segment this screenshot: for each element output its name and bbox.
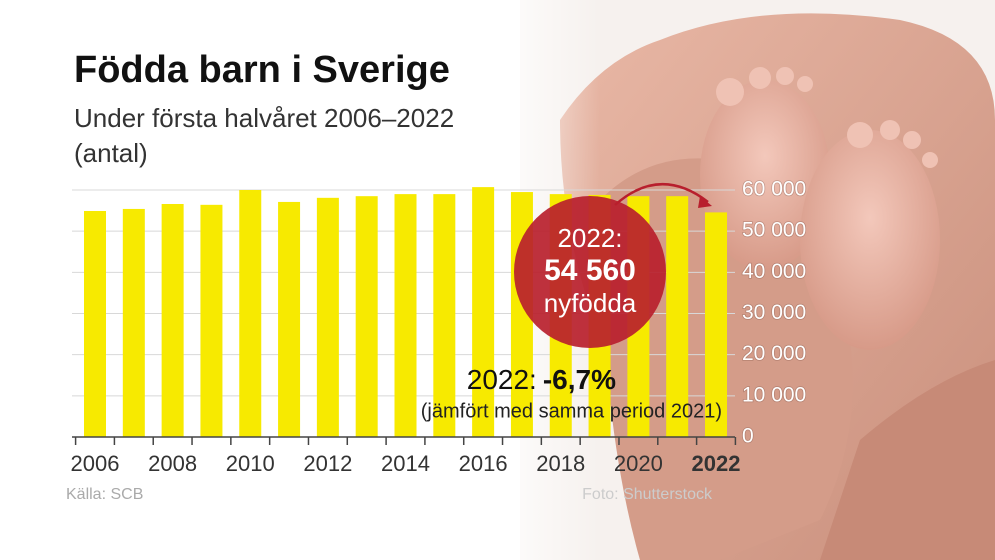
bar [122,208,145,437]
bar [705,212,728,437]
y-tick-label: 10 000 [742,383,806,406]
callout-value: 54 560 [544,254,636,287]
bar [239,190,262,437]
change-text: 2022: -6,7% [467,364,616,395]
bar [316,197,339,437]
y-tick-label: 20 000 [742,342,806,365]
x-tick-label: 2014 [381,451,430,476]
bar [200,204,223,437]
bar [355,196,378,437]
x-tick-label: 2012 [303,451,352,476]
bar [161,203,184,437]
chart-subtitle: Under första halvåret 2006–2022 [74,103,454,133]
unit-label: (antal) [74,138,148,168]
y-tick-label: 60 000 [742,178,806,201]
y-tick-label: 0 [742,425,754,448]
change-note: (jämfört med samma period 2021) [421,400,722,422]
source: Källa: SCB [66,486,143,503]
change-value: -6,7% [543,364,616,395]
x-tick-label: 2016 [459,451,508,476]
bar [472,187,495,437]
y-tick-label: 50 000 [742,219,806,242]
bar [278,201,301,437]
callout-arrow [614,183,709,206]
change-label: 2022: [467,364,537,395]
annotations: 2022: 54 560 nyfödda 2022: -6,7% (jämfört… [421,183,722,422]
callout-text: nyfödda [544,288,637,318]
bar [394,194,417,437]
x-tick-label: 2006 [71,451,120,476]
callout-label: 2022: [557,223,622,253]
chart-title: Födda barn i Sverige [74,49,450,91]
x-tick-label: 2008 [148,451,197,476]
bar [666,196,689,437]
y-tick-label: 40 000 [742,260,806,283]
x-tick-label: 2022 [692,451,741,476]
photo-credit: Foto: Shutterstock [582,486,713,503]
callout-circle [514,196,666,348]
x-tick-label: 2020 [614,451,663,476]
y-tick-label: 30 000 [742,301,806,324]
callout-arrowhead [698,196,712,208]
x-tick-label: 2010 [226,451,275,476]
x-tick-label: 2018 [536,451,585,476]
bar [433,194,456,437]
bar [84,210,107,437]
